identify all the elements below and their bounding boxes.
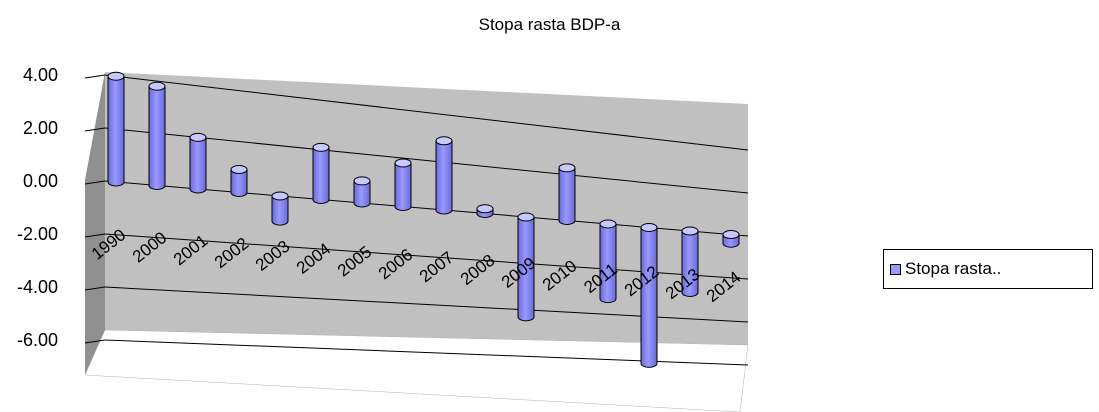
- bar-body: [312, 146, 330, 204]
- bar-top: [353, 176, 371, 186]
- bar: [435, 136, 453, 215]
- y-tick-label: -2.00: [17, 224, 58, 244]
- gridline-side: [84, 74, 106, 79]
- bar-top: [681, 226, 699, 236]
- bar: [189, 132, 207, 194]
- bar-body: [394, 162, 412, 211]
- y-tick-label: 0.00: [23, 171, 58, 191]
- bar-body: [189, 136, 207, 194]
- bar: [271, 191, 289, 226]
- bar-body: [558, 167, 576, 225]
- bar-top: [230, 165, 248, 175]
- y-tick-label: -4.00: [17, 277, 58, 297]
- bar-body: [599, 223, 617, 304]
- bar-body: [271, 195, 289, 226]
- legend-label: Stopa rasta..: [905, 259, 1002, 278]
- bar: [599, 219, 617, 304]
- chart-side-wall: [85, 72, 105, 375]
- bar: [722, 230, 740, 248]
- bar: [230, 165, 248, 197]
- gridline-side: [84, 233, 106, 238]
- bars: [107, 71, 740, 368]
- bar: [394, 158, 412, 211]
- bar: [517, 212, 535, 322]
- bar-top: [107, 71, 125, 81]
- bar-body: [435, 140, 453, 215]
- bar-top: [517, 212, 535, 222]
- bar: [476, 204, 494, 218]
- bar-top: [394, 158, 412, 168]
- bar: [640, 223, 658, 368]
- bar-top: [435, 136, 453, 146]
- legend-swatch: [890, 264, 901, 275]
- gridline-side: [84, 339, 106, 344]
- bar-top: [189, 132, 207, 142]
- y-axis-ticks: 4.00 2.00 0.00 -2.00 -4.00 -6.00: [17, 65, 58, 350]
- y-tick-label: 4.00: [23, 65, 58, 85]
- bar: [353, 176, 371, 208]
- gridline-side: [84, 180, 106, 185]
- bar: [558, 163, 576, 225]
- bar-top: [722, 230, 740, 240]
- bar-body: [517, 216, 535, 322]
- bar-top: [148, 81, 166, 91]
- bar-body: [640, 227, 658, 368]
- gridline: [104, 74, 749, 151]
- bar-top: [476, 204, 494, 214]
- bar-body: [353, 180, 371, 208]
- y-tick-label: -6.00: [17, 330, 58, 350]
- gridline: [104, 127, 749, 194]
- bar-body: [107, 75, 125, 187]
- y-tick-label: 2.00: [23, 118, 58, 138]
- bar-body: [230, 169, 248, 197]
- bar-top: [640, 223, 658, 233]
- chart-title: Stopa rasta BDP-a: [478, 15, 621, 34]
- bar: [148, 81, 166, 190]
- bar-body: [148, 85, 166, 190]
- bar: [107, 71, 125, 187]
- bar-top: [558, 163, 576, 173]
- chart-floor: [84, 329, 749, 412]
- bar-body: [681, 230, 699, 297]
- bar-top: [599, 219, 617, 229]
- gridline-side: [84, 286, 106, 291]
- bar-top: [271, 191, 289, 201]
- legend: Stopa rasta..: [883, 249, 1093, 289]
- bar: [681, 226, 699, 297]
- gridline-side: [84, 127, 106, 132]
- bar: [312, 142, 330, 204]
- bar-top: [312, 142, 330, 152]
